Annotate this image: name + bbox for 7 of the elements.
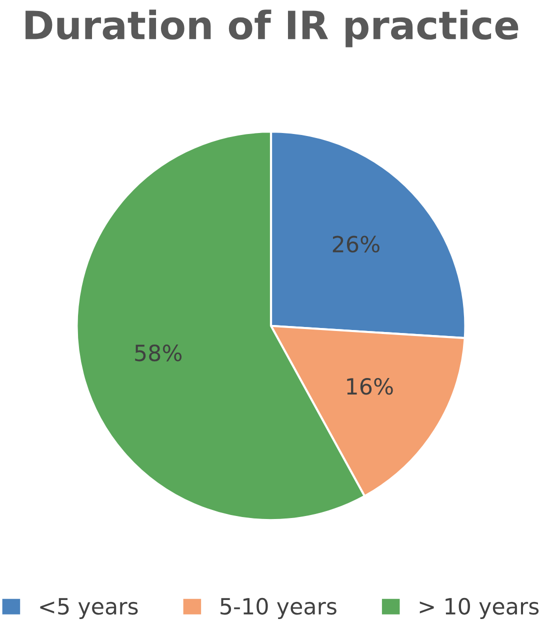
legend-label: 5-10 years	[220, 598, 336, 619]
data-label: 26%	[332, 236, 380, 253]
legend-label: > 10 years	[420, 598, 539, 619]
chart-title: Duration of IR practice	[26, 10, 518, 48]
data-label: 16%	[347, 378, 393, 395]
data-label: 58%	[135, 344, 182, 362]
legend-label: <5 years	[40, 598, 138, 619]
